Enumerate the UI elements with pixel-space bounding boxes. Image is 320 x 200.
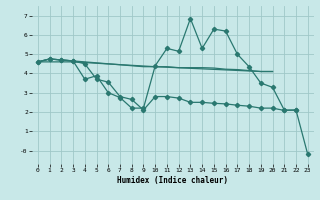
X-axis label: Humidex (Indice chaleur): Humidex (Indice chaleur)	[117, 176, 228, 185]
